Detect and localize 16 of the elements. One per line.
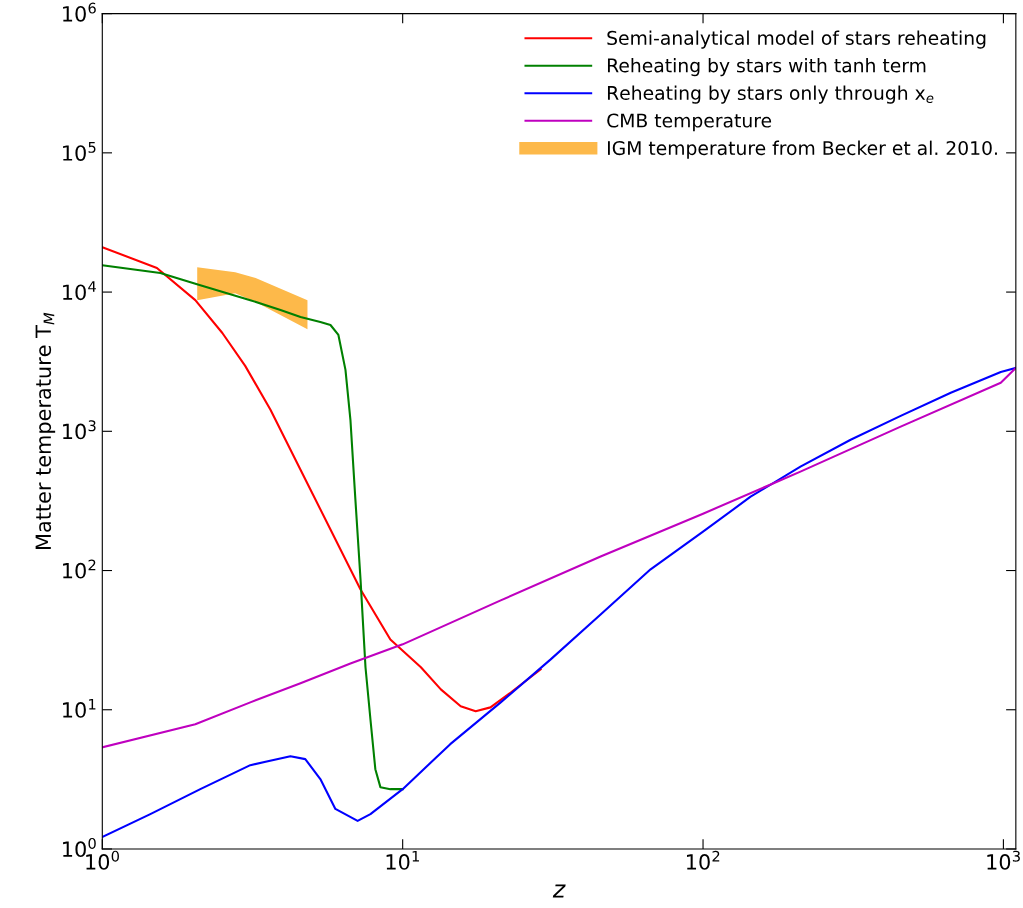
- legend-label: Reheating by stars only through x$_{e}$: [607, 85, 934, 104]
- y-tick-label: 10$^{1}$: [63, 698, 96, 718]
- legend-label: Reheating by stars with tanh term: [607, 58, 926, 77]
- y-axis-title: Matter temperature T$_{M}$: [35, 312, 56, 549]
- x-axis-title: z: [552, 884, 566, 898]
- y-tick-label: 10$^{3}$: [63, 420, 96, 440]
- y-tick-label: 10$^{5}$: [63, 142, 96, 161]
- y-tick-label: 10$^{2}$: [63, 559, 96, 579]
- y-tick-label: 10$^{4}$: [63, 281, 96, 301]
- x-tick-label: 10$^{3}$: [987, 850, 1020, 870]
- x-tick-label: 10$^{1}$: [386, 850, 419, 870]
- x-tick-label: 10$^{2}$: [686, 850, 720, 870]
- y-tick-label: 10$^{6}$: [63, 2, 96, 22]
- legend-label: Semi-analytical model of stars reheating: [607, 30, 986, 49]
- legend-label: CMB temperature: [607, 113, 772, 132]
- legend-label: IGM temperature from Becker et al. 2010.: [607, 140, 997, 159]
